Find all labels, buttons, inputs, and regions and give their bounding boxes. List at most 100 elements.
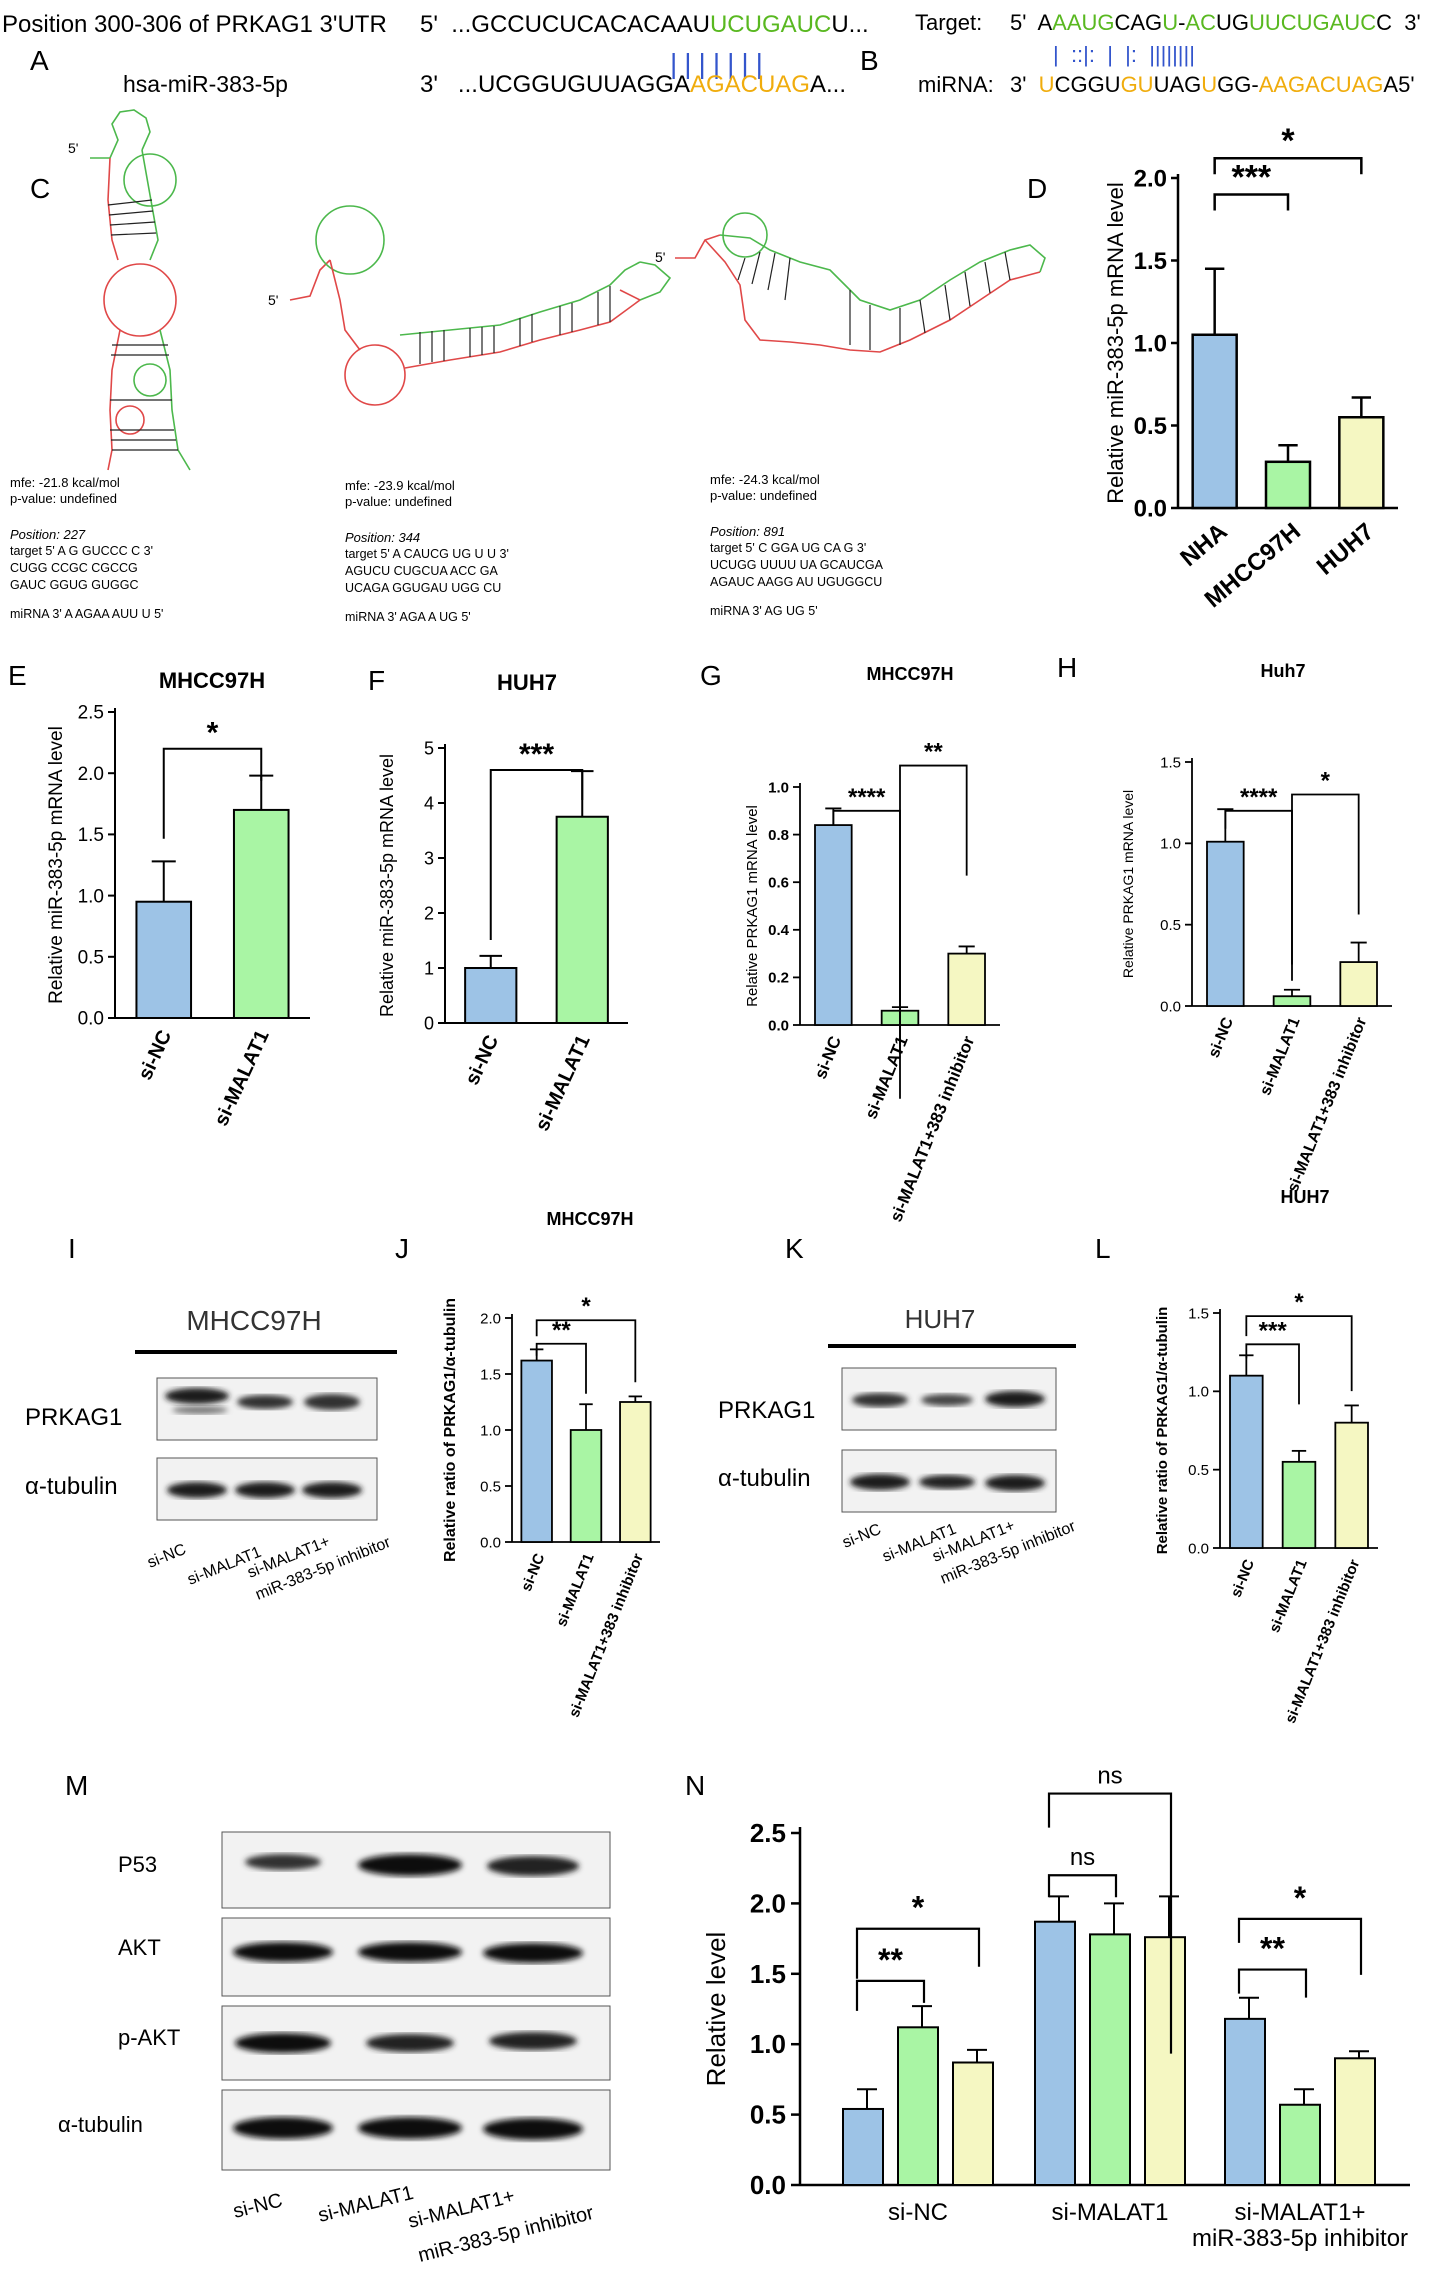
blot-m-tubulin (221, 2089, 611, 2171)
blot-i-row-2: α-tubulin (25, 1473, 118, 1500)
panel-l-title: HUH7 (1280, 1187, 1329, 1207)
significance-label: * (207, 717, 219, 750)
y-tick-label: 1.0 (1160, 836, 1181, 853)
significance-bracket (1237, 1917, 1363, 1975)
bar (464, 967, 518, 1024)
y-tick-label: 1.5 (480, 1366, 501, 1383)
seed-pair-lines: ||||||| (670, 48, 770, 79)
panel-b-mirna-seq: 3' UCGGUGUUAGUGG-AAGACUAGA5' (1010, 72, 1415, 97)
mirna-seq-part: U (1039, 72, 1055, 97)
chart-j: 0.0 0.5 1.0 1.5 2.0 Relative ratio of PRKAG1/… (442, 1293, 660, 1720)
y-tick-label: 1.0 (1134, 330, 1167, 357)
mirna-seq-part: UAG (1154, 72, 1202, 97)
panel-h-letter: H (1057, 652, 1077, 683)
blot-m-lane-2: si-MALAT1 (316, 2182, 416, 2227)
mirna-name: hsa-miR-383-5p (123, 71, 288, 97)
y-tick-label: 1.0 (1188, 1384, 1209, 1401)
target-seq-part: AC (1185, 10, 1216, 35)
panel-n-letter: N (685, 1770, 705, 1801)
panel-h: H Huh7 0.0 0.5 1.0 1.5 Relative PRKAG1 mRNA … (1057, 652, 1392, 1195)
panel-b-letter: B (860, 45, 879, 76)
panel-g-letter: G (700, 660, 722, 691)
target-seq-part: CAG (1115, 10, 1163, 35)
y-tick-label: 1.5 (1134, 248, 1167, 275)
significance-bracket (1213, 193, 1290, 211)
panel-n: N 0.0 0.5 1.0 1.5 2.0 2.5 Relative level si-NC s… (685, 1763, 1410, 2252)
category-label: si-NC (461, 1032, 503, 1089)
y-tick-label: 2.5 (78, 703, 104, 724)
panel-a-header: Position 300-306 of PRKAG1 3'UTR (2, 11, 387, 38)
target-seq-part: C (1376, 10, 1392, 35)
bar (1334, 1421, 1369, 1549)
bar (619, 1401, 652, 1543)
category-label: si-MALAT1 (1257, 1015, 1304, 1098)
bar (1281, 1460, 1317, 1549)
group-label: si-MALAT1+ (1235, 2199, 1366, 2226)
target-seq-part: - (1178, 10, 1185, 35)
panel-l: L HUH7 0.0 0.5 1.0 1.5 Relative ratio of PRK… (1095, 1187, 1378, 1726)
significance-label: * (1294, 1289, 1304, 1316)
y-tick-label: 0.5 (750, 2100, 786, 2130)
bar (1206, 840, 1245, 1007)
significance-label: ** (878, 1942, 903, 1978)
structure-alignment-line: target 5' C GGA UG CA G 3' (710, 541, 866, 555)
chart-f: 0 1 2 3 4 5 Relative miR-383-5p mRNA level si-N… (377, 738, 628, 1134)
y-axis-label: Relative miR-383-5p mRNA level (1103, 182, 1128, 504)
mirna-prefix: 3' ...UCGGUGUUAGGA (420, 71, 690, 98)
significance-bracket (1237, 1968, 1308, 1998)
panel-c: C 5' 5' (10, 109, 1046, 624)
panel-i-title: MHCC97H (186, 1305, 321, 1336)
category-label: HUH7 (1312, 518, 1379, 581)
panel-m: M P53 AKT p-AKT α-tubulin si (58, 1770, 611, 2267)
category-label: NHA (1175, 518, 1232, 572)
significance-label: * (581, 1293, 591, 1320)
structure-alignment-line: UCAGA GGUGAU UGG CU (345, 581, 501, 595)
y-tick-label: 0.5 (480, 1478, 501, 1495)
structure-alignment-line: AGAUC AAGG AU UGUGGCU (710, 575, 882, 589)
significance-bracket (855, 1927, 981, 1979)
category-label: si-MALAT1 (1266, 1557, 1311, 1635)
significance-bracket (535, 1319, 637, 1383)
category-label: si-MALAT1 (531, 1032, 594, 1135)
y-tick-label: 2.0 (1134, 165, 1167, 192)
chart-h: 0.0 0.5 1.0 1.5 Relative PRKAG1 mRNA level si… (1120, 754, 1392, 1195)
group-label: si-NC (888, 2199, 948, 2226)
y-tick-label: 1.5 (1188, 1305, 1209, 1322)
blot-m-row-2: AKT (118, 1935, 161, 1960)
target-prefix: 5' ...GCCUCUCACACAAU (420, 11, 710, 38)
panel-a: Position 300-306 of PRKAG1 3'UTR A hsa-m… (2, 11, 869, 98)
mirna-seq-part: 3' (1010, 72, 1039, 97)
significance-label: *** (519, 738, 554, 771)
bar-akt (1089, 1933, 1131, 2186)
category-label: si-NC (1206, 1015, 1238, 1061)
panel-e-title: MHCC97H (159, 668, 265, 693)
bar (555, 815, 609, 1024)
y-axis-label: Relative PRKAG1 mRNA level (1120, 790, 1136, 978)
bar (947, 952, 986, 1026)
significance-label: **** (848, 784, 886, 811)
y-tick-label: 1.0 (750, 2029, 786, 2059)
significance-bracket (899, 764, 968, 1054)
significance-label: *** (1231, 159, 1271, 197)
bar (814, 824, 853, 1026)
mirna-seq-part: U (1201, 72, 1217, 97)
panel-f-letter: F (368, 665, 385, 696)
y-tick-label: 1.5 (1160, 754, 1181, 771)
structure-alignment-line: target 5' A CAUCG UG U U 3' (345, 547, 509, 561)
structure-alignment-line: target 5' A G GUCCC C 3' (10, 544, 153, 558)
panel-j: J MHCC97H 0.0 0.5 1.0 1.5 2.0 Relative ratio … (395, 1209, 660, 1720)
significance-label: ** (552, 1317, 571, 1344)
mirna-seq-part: A5' (1383, 72, 1414, 97)
significance-label: ** (924, 739, 943, 766)
significance-label: * (1281, 122, 1295, 160)
panel-a-mirna-seq: 3' ...UCGGUGUUAGGAAGACUAGA... (420, 71, 846, 98)
y-axis-label: Relative ratio of PRKAG1/α-tubulin (1154, 1307, 1171, 1555)
y-tick-label: 0.5 (78, 947, 104, 968)
y-axis-label: Relative miR-383-5p mRNA level (46, 726, 67, 1004)
y-tick-label: 1 (424, 958, 434, 978)
y-tick-label: 2.0 (480, 1310, 501, 1327)
y-tick-label: 1.0 (768, 779, 789, 796)
significance-bracket (1245, 1315, 1353, 1392)
chart-l: 0.0 0.5 1.0 1.5 Relative ratio of PRKAG1/α-t… (1154, 1289, 1378, 1726)
